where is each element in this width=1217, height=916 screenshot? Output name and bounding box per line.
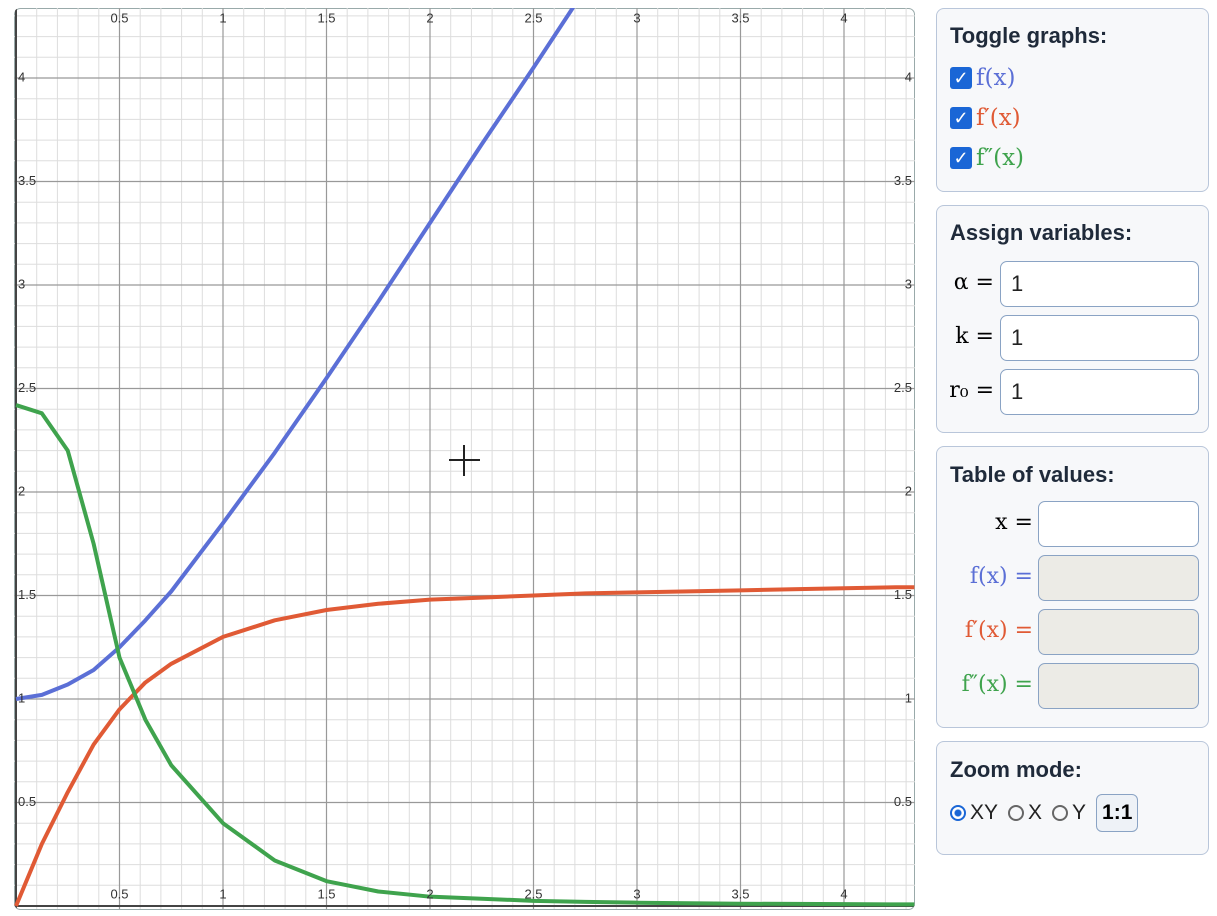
radio[interactable] [1008,805,1025,821]
checkbox[interactable]: ✓ [950,147,972,169]
variable-label: r₀ = [949,378,994,403]
table-input[interactable] [1038,663,1199,709]
y-tick-label: 1 [905,690,912,705]
y-tick-label: 3.5 [894,173,912,188]
toggle-row[interactable]: ✓ f′(x) [950,105,1021,131]
table-input[interactable] [1038,555,1199,601]
toggle-label: f″(x) [976,145,1025,171]
zoom-option[interactable]: XY [950,801,998,825]
table-label: f(x) = [969,564,1033,589]
x-tick-label: 2 [426,10,433,25]
x-tick-label: 1 [219,886,226,901]
curve [15,403,915,907]
x-tick-label: 3 [633,10,640,25]
x-tick-label: 1.5 [317,886,335,901]
panel-title: Zoom mode: [950,757,1082,782]
x-tick-label: 4 [840,10,847,25]
table-input[interactable] [1038,501,1199,547]
curve [15,8,587,701]
graph[interactable]: 0.5 0.5 1 1 1.5 1.5 2 2 2.5 2.5 3 3 3.5 3.5 4 4 0.5 0.5 1 1… [0,0,920,916]
panel-title: Assign variables: [950,220,1133,245]
y-tick-label: 0.5 [894,794,912,809]
zoom-option[interactable]: Y [1052,801,1086,825]
y-tick-label: 1 [18,690,25,705]
table-label: f′(x) = [964,618,1033,643]
toggle-panel: Toggle graphs: ✓ f(x) ✓ f′(x) ✓ f″(x) [936,8,1209,192]
y-tick-label: 3 [905,276,912,291]
radio[interactable] [950,805,966,821]
y-tick-label: 2.5 [18,380,36,395]
x-tick-label: 3.5 [731,886,749,901]
table-label: x = [995,510,1033,535]
x-tick-label: 1.5 [317,10,335,25]
x-tick-label: 2 [426,886,433,901]
toggle-label: f(x) [976,65,1016,91]
variable-input[interactable] [1000,369,1199,415]
y-tick-label: 2.5 [894,380,912,395]
x-tick-label: 0.5 [110,10,128,25]
y-tick-label: 4 [905,69,912,84]
table-panel: Table of values: x = f(x) = f′(x) = f″(x) = [936,446,1209,728]
curve [14,585,915,907]
toggle-row[interactable]: ✓ f(x) [950,65,1015,91]
y-tick-label: 3 [18,276,25,291]
variables-panel: Assign variables: α = k = r₀ = [936,205,1209,433]
y-tick-label: 1.5 [894,587,912,602]
x-tick-label: 2.5 [524,886,542,901]
cursor [449,445,480,476]
y-tick-label: 4 [18,69,25,84]
variable-input[interactable] [1000,315,1199,361]
y-tick-label: 2 [18,483,25,498]
variable-input[interactable] [1000,261,1199,307]
y-tick-label: 0.5 [18,794,36,809]
panel-title: Toggle graphs: [950,23,1108,48]
table-label: f″(x) = [961,672,1033,697]
x-tick-label: 4 [840,886,847,901]
x-tick-label: 3.5 [731,10,749,25]
zoom-button[interactable]: 1:1 [1096,794,1139,832]
y-tick-label: 3.5 [18,173,36,188]
x-tick-label: 2.5 [524,10,542,25]
checkbox[interactable]: ✓ [950,107,972,129]
zoom-option[interactable]: X [1008,801,1042,825]
table-input[interactable] [1038,609,1199,655]
variable-label: k = [955,324,994,349]
toggle-row[interactable]: ✓ f″(x) [950,145,1024,171]
zoom-option-label: X [1028,801,1043,824]
checkbox[interactable]: ✓ [950,67,972,89]
panel-title: Table of values: [950,462,1115,487]
variable-label: α = [953,270,994,295]
zoom-option-label: XY [970,801,999,824]
x-tick-label: 1 [219,10,226,25]
toggle-label: f′(x) [976,105,1021,131]
x-tick-label: 3 [633,886,640,901]
radio[interactable] [1052,805,1069,821]
y-tick-label: 1.5 [18,587,36,602]
zoom-panel: Zoom mode: XY X Y 1:1 [936,741,1209,855]
y-tick-label: 2 [905,483,912,498]
x-tick-label: 0.5 [110,886,128,901]
zoom-option-label: Y [1072,801,1087,824]
